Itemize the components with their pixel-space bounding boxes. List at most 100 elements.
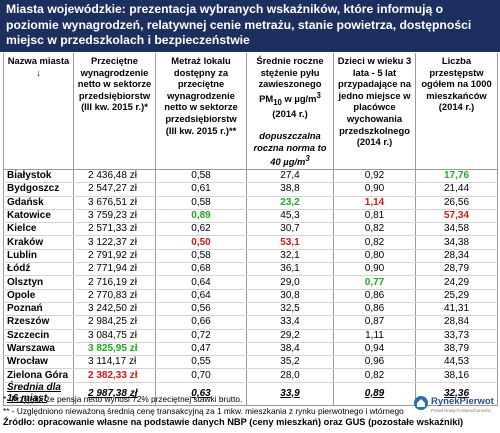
table-cell: 3 114,17 zł: [73, 355, 156, 370]
header-row: Nazwa miasta ↓ Przeciętne wynagrodzenie n…: [3, 53, 498, 170]
summary-row: Średnia dla 16 miast 2 987,38 zł 0,63 33,9 0…: [3, 382, 498, 406]
table-cell: 23,2: [246, 196, 334, 210]
summary-cell: 32,36: [415, 382, 498, 406]
logo: RynekPierwotny Portal Nowych Nieruchomoś…: [414, 396, 494, 413]
table-cell: Białystok: [3, 169, 74, 184]
table-cell: 0,80: [333, 249, 416, 264]
table-cell: 3 122,37 zł: [73, 235, 156, 250]
table-row: Katowice 3 759,23 zł 0,89 45,3 0,81 57,34: [3, 209, 498, 224]
table-cell: 0,96: [333, 355, 416, 370]
table-row: Łódź 2 771,94 zł 0,68 36,1 0,90 28,79: [3, 262, 498, 277]
table-cell: 0,66: [155, 315, 247, 330]
table-cell: Opole: [3, 289, 74, 303]
table-cell: 2 382,33 zł: [73, 368, 156, 383]
table-cell: 0,56: [155, 302, 247, 317]
table-cell: 34,38: [415, 235, 498, 250]
table-cell: 57,34: [415, 209, 498, 224]
table-cell: 1,14: [333, 196, 416, 210]
table-cell: 0,50: [155, 235, 247, 250]
table-cell: 28,34: [415, 249, 498, 264]
table-row: Gdańsk 3 676,51 zł 0,58 23,2 1,14 26,56: [3, 196, 498, 210]
logo-tagline: Portal Nowych Nieruchomości: [431, 408, 491, 413]
header-cell: Liczba przestępstw ogółem na 1000 mieszk…: [415, 53, 498, 170]
table-cell: Łódź: [3, 262, 74, 277]
superscript: 3: [316, 90, 321, 100]
table-cell: Katowice: [3, 209, 74, 224]
table-cell: 0,68: [155, 262, 247, 277]
table-cell: 38,4: [246, 342, 334, 357]
table-row: Poznań 3 242,50 zł 0,56 32,5 0,86 41,31: [3, 302, 498, 317]
table-cell: 28,84: [415, 315, 498, 330]
table-row: Olsztyn 2 716,19 zł 0,64 29,0 0,77 24,29: [3, 275, 498, 290]
table-cell: 24,29: [415, 275, 498, 290]
table-cell: Lublin: [3, 249, 74, 264]
table-cell: 0,92: [333, 169, 416, 184]
header-text: Średnie roczne stężenie pyłu zawieszoneg…: [256, 55, 324, 104]
table-row: Kraków 3 122,37 zł 0,50 53,1 0,82 34,38: [3, 235, 498, 250]
table-cell: 2 716,19 zł: [73, 275, 156, 290]
table-cell: 26,56: [415, 196, 498, 210]
header-cell: Dzieci w wieku 3 lata - 5 lat przypadają…: [333, 53, 416, 170]
table-cell: 21,44: [415, 182, 498, 197]
table-cell: Zielona Góra: [3, 368, 74, 383]
table-cell: 0,90: [333, 262, 416, 277]
table-cell: 3 084,75 zł: [73, 329, 156, 343]
header-cell: Średnie roczne stężenie pyłu zawieszoneg…: [246, 53, 334, 170]
superscript: 3: [305, 154, 310, 164]
footnote: *- Przyjęto, że pensja netto wynosi 72% …: [3, 394, 243, 404]
table-cell: 2 571,33 zł: [73, 222, 156, 237]
table-cell: 38,79: [415, 342, 498, 357]
table-cell: 3 825,95 zł: [73, 342, 156, 357]
table-cell: 25,29: [415, 289, 498, 303]
table-cell: 0,89: [155, 209, 247, 224]
table-cell: 0,70: [155, 368, 247, 383]
table-cell: 0,72: [155, 329, 247, 343]
table-row: Bydgoszcz 2 547,27 zł 0,61 38,8 0,90 21,44: [3, 182, 498, 197]
table-cell: 0,81: [333, 209, 416, 224]
header-cell: Nazwa miasta ↓: [3, 53, 74, 170]
table-cell: 27,4: [246, 169, 334, 184]
header-text: Nazwa miasta: [7, 55, 70, 66]
table-cell: 0,64: [155, 289, 247, 303]
table-cell: 0,77: [333, 275, 416, 290]
table-row: Opole 2 770,83 zł 0,64 30,8 0,86 25,29: [3, 289, 498, 303]
table-cell: 32,5: [246, 302, 334, 317]
table-cell: 0,58: [155, 169, 247, 184]
table-cell: Olsztyn: [3, 275, 74, 290]
table-cell: 1,11: [333, 329, 416, 343]
title: Miasta wojewódzkie: prezentacja wybranyc…: [0, 0, 500, 52]
table-cell: Kielce: [3, 222, 74, 237]
table-row: Kielce 2 571,33 zł 0,62 30,7 0,82 34,58: [3, 222, 498, 237]
table-cell: Bydgoszcz: [3, 182, 74, 197]
table-row: Szczecin 3 084,75 zł 0,72 29,2 1,11 33,73: [3, 329, 498, 343]
table-cell: 0,58: [155, 249, 247, 264]
table-cell: 36,1: [246, 262, 334, 277]
table-cell: Gdańsk: [3, 196, 74, 210]
note-text: dopuszczalna roczna norma to 40 µg/m: [253, 129, 327, 168]
table-row: Lublin 2 791,92 zł 0,58 32,1 0,80 28,34: [3, 249, 498, 264]
table-cell: 3 242,50 zł: [73, 302, 156, 317]
table-cell: 2 770,83 zł: [73, 289, 156, 303]
table-cell: 44,53: [415, 355, 498, 370]
logo-house: [417, 399, 425, 407]
logo-name: RynekPierwotny: [431, 396, 494, 407]
table-cell: 0,90: [333, 182, 416, 197]
table-cell: 53,1: [246, 235, 334, 250]
table-cell: 29,2: [246, 329, 334, 343]
footnote: ** - Uzględniono nieważoną średnią cenę …: [3, 405, 404, 416]
table-cell: 38,16: [415, 368, 498, 383]
table-cell: 0,82: [333, 235, 416, 250]
header-cell: Przeciętne wynagrodzenie netto w sektorz…: [73, 53, 156, 170]
arrow: ↓: [36, 66, 41, 78]
table-cell: 30,7: [246, 222, 334, 237]
table-cell: 0,94: [333, 342, 416, 357]
table-cell: 28,79: [415, 262, 498, 277]
table-body: Białystok 2 436,48 zł 0,58 27,4 0,92 17,76 Byd…: [3, 169, 498, 406]
header-text: (2014 r.): [272, 108, 308, 120]
source: Źródło: opracowanie własne na podstawie …: [3, 417, 464, 427]
table-cell: Poznań: [3, 302, 74, 317]
table-cell: 2 436,48 zł: [73, 169, 156, 184]
table-cell: 2 547,27 zł: [73, 182, 156, 197]
table-cell: 0,86: [333, 289, 416, 303]
